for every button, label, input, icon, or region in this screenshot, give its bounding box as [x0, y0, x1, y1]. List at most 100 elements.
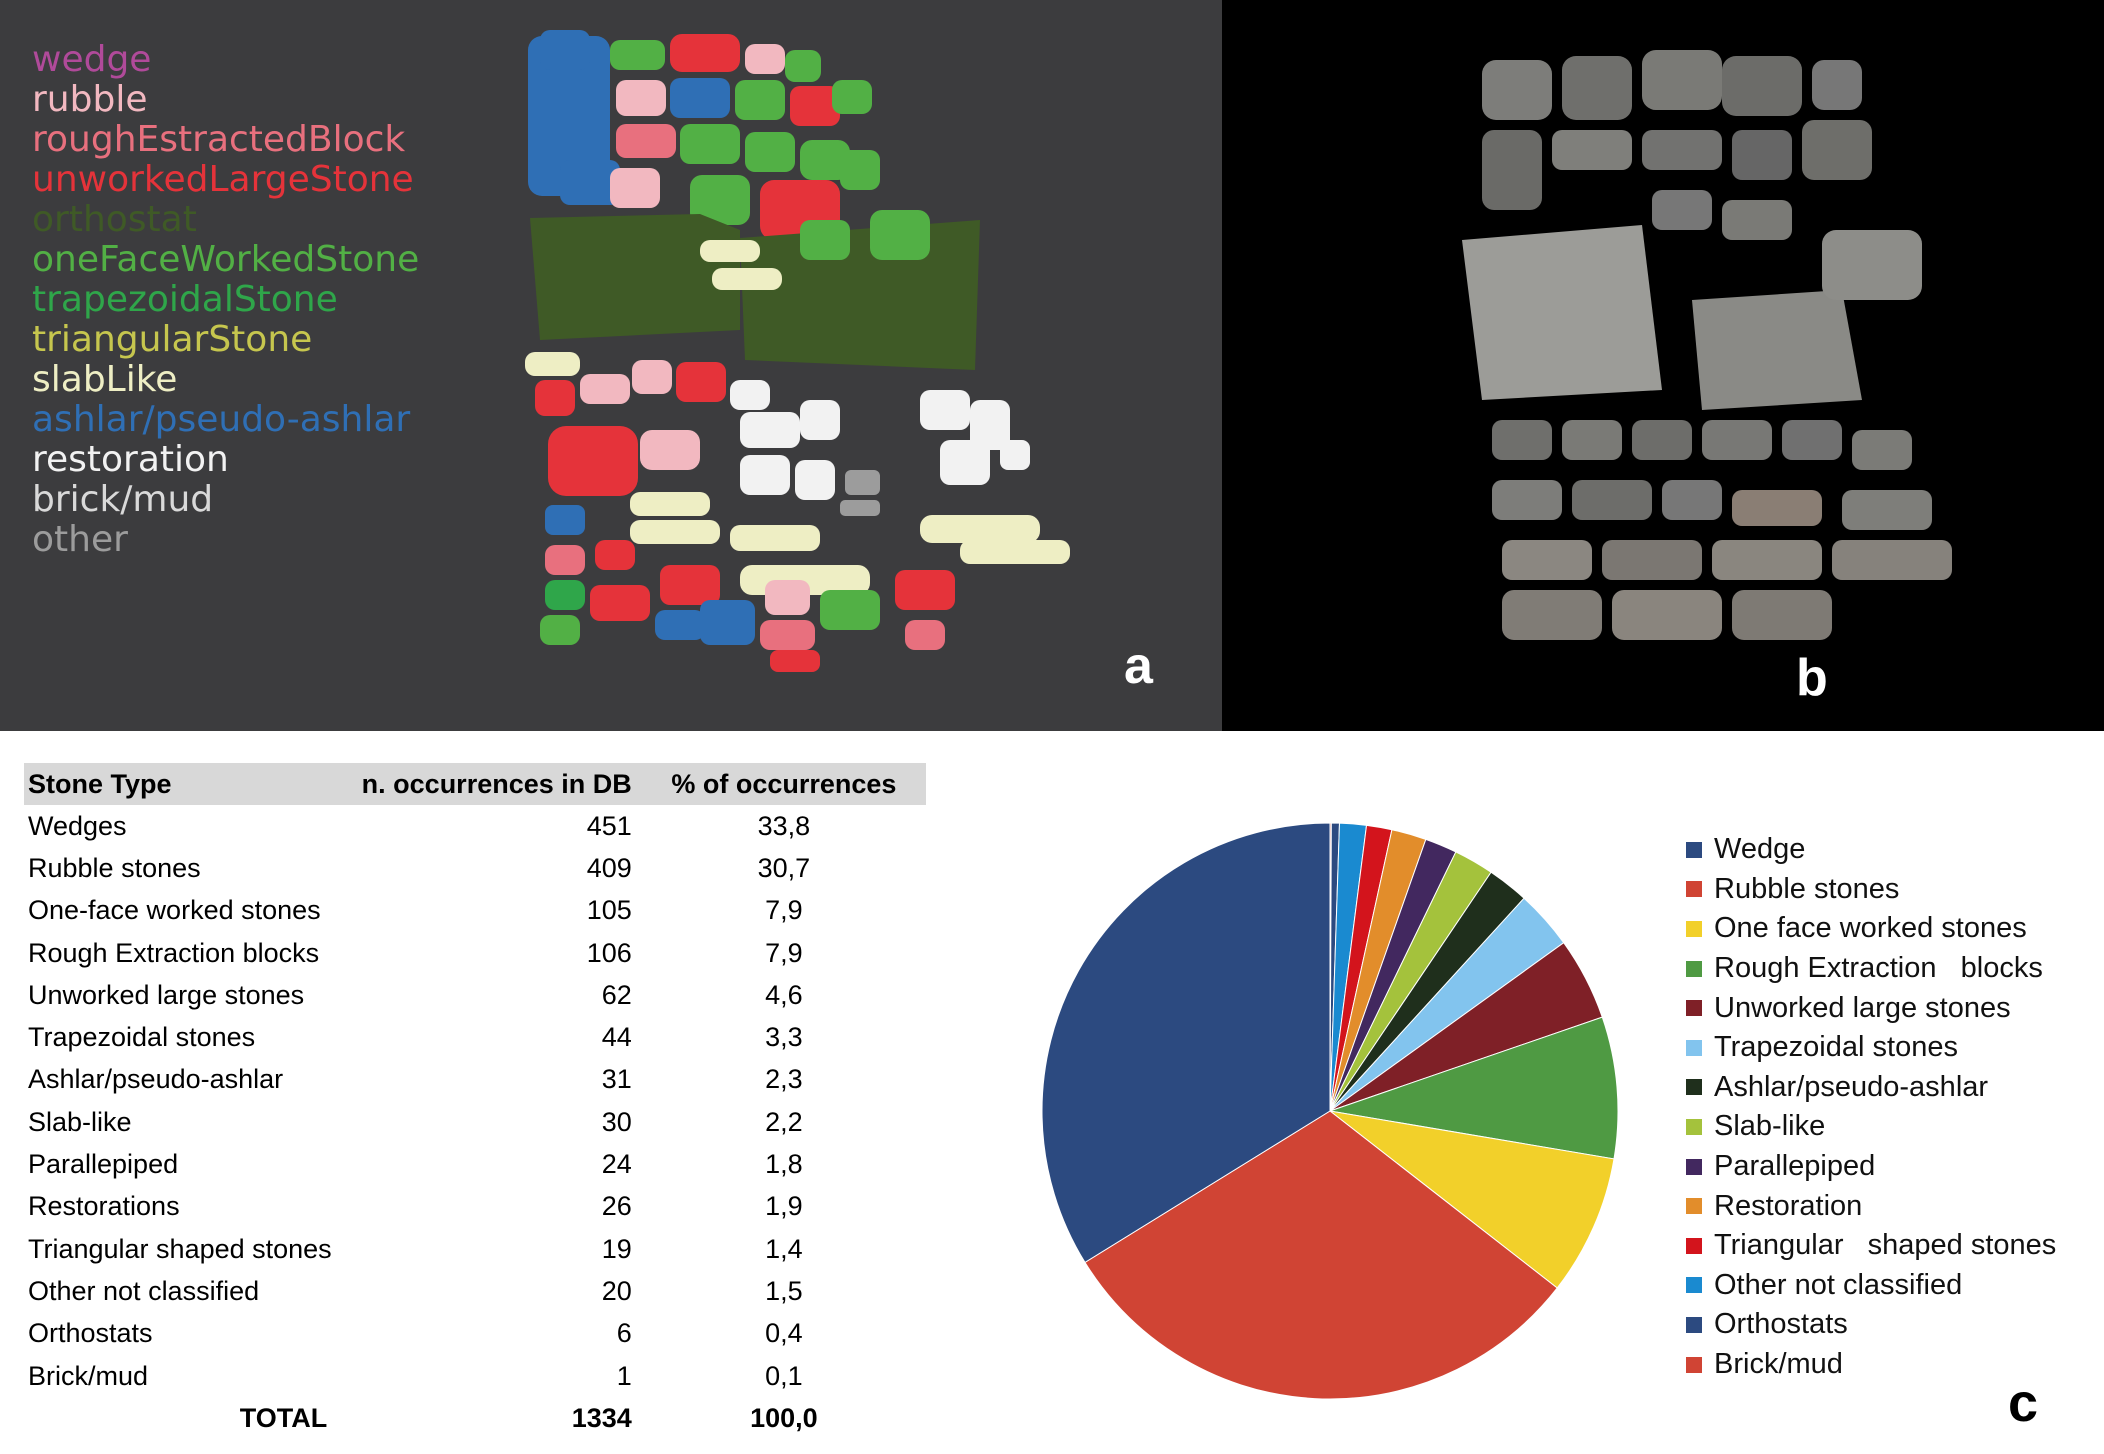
stone-legend-item: oneFaceWorkedStone [32, 239, 420, 280]
pie-legend-item: One face worked stones [1686, 909, 2056, 949]
table-row: Ashlar/pseudo-ashlar 31 2,3 [24, 1059, 926, 1101]
cell-percent: 2,2 [765, 1106, 803, 1137]
cell-percent: 1,5 [765, 1275, 803, 1306]
panel-label-c: c [2008, 1373, 2039, 1433]
cell-percent: 1,4 [765, 1233, 803, 1264]
photo-wall-image [1462, 50, 1952, 640]
stone-legend-item: rubble [32, 79, 148, 120]
cell-occurrences: 19 [601, 1233, 632, 1264]
table-row: Triangular shaped stones 19 1,4 [24, 1228, 926, 1270]
legend-swatch [1686, 1198, 1702, 1215]
stone-legend-item: unworkedLargeStone [32, 159, 414, 200]
annotated-wall-image [525, 30, 1070, 672]
cell-occurrences: 451 [586, 810, 632, 841]
cell-stone-type: Ashlar/pseudo-ashlar [28, 1064, 284, 1095]
cell-stone-type: Orthostats [28, 1318, 153, 1349]
legend-swatch [1686, 1356, 1702, 1373]
pie-legend-item: Restoration [1686, 1186, 2056, 1226]
cell-occurrences: 409 [586, 852, 632, 883]
pie-legend-item: Orthostats [1686, 1305, 2056, 1345]
table-row: One-face worked stones 105 7,9 [24, 890, 926, 932]
pie-slice [1329, 1110, 1615, 1289]
table-row: Parallepiped 24 1,8 [24, 1143, 926, 1185]
cell-total-percent: 100,0 [750, 1402, 818, 1433]
pie-legend-item: Ashlar/pseudo-ashlar [1686, 1068, 2056, 1108]
pie-chart [1041, 822, 1619, 1400]
pie-slice [1041, 822, 1331, 1264]
cell-occurrences: 106 [586, 937, 632, 968]
table-row: Rubble stones 409 30,7 [24, 847, 926, 889]
photo-wall-panel: b [1222, 0, 2104, 731]
cell-stone-type: One-face worked stones [28, 895, 321, 926]
legend-label: Other not classified [1714, 1268, 1963, 1301]
cell-occurrences: 31 [601, 1064, 632, 1095]
legend-label: Triangular shaped stones [1714, 1229, 2057, 1262]
legend-swatch [1686, 960, 1702, 977]
pie-legend-item: Triangular shaped stones [1686, 1226, 2056, 1266]
pie-legend-item: Other not classified [1686, 1266, 2056, 1306]
cell-stone-type: Parallepiped [28, 1149, 179, 1180]
stone-legend-item: triangularStone [32, 319, 313, 360]
cell-stone-type: Wedges [28, 810, 127, 841]
legend-swatch [1686, 1039, 1702, 1056]
legend-label: Unworked large stones [1714, 991, 2011, 1024]
legend-label: Ashlar/pseudo-ashlar [1714, 1070, 1989, 1103]
cell-stone-type: Other not classified [28, 1275, 260, 1306]
legend-label: One face worked stones [1714, 912, 2027, 945]
stone-legend-item: trapezoidalStone [32, 279, 338, 320]
cell-occurrences: 105 [586, 895, 632, 926]
panel-label-a: a [1124, 637, 1153, 695]
legend-label: Rubble stones [1714, 872, 1900, 905]
cell-occurrences: 6 [616, 1318, 632, 1349]
stone-legend-item: restoration [32, 439, 229, 480]
stone-legend-item: orthostat [32, 199, 197, 240]
pie-legend-item: Slab-like [1686, 1107, 2056, 1147]
pie-legend-item: Brick/mud [1686, 1345, 2056, 1385]
cell-percent: 7,9 [765, 895, 803, 926]
table-header-row: Stone Type n. occurrences in DB % of occ… [24, 763, 926, 805]
legend-label: Brick/mud [1714, 1348, 1843, 1381]
pie-legend: Wedge Rubble stones One face worked stones… [1686, 830, 2056, 1384]
cell-percent: 30,7 [757, 852, 811, 883]
cell-occurrences: 24 [601, 1149, 632, 1180]
legend-swatch [1686, 920, 1702, 937]
cell-occurrences: 62 [601, 979, 632, 1010]
table-row: Restorations 26 1,9 [24, 1186, 926, 1228]
cell-occurrences: 20 [601, 1275, 632, 1306]
table-row: Brick/mud 1 0,1 [24, 1355, 926, 1397]
cell-stone-type: Triangular shaped stones [28, 1233, 332, 1264]
legend-swatch [1686, 841, 1702, 858]
table-row: Trapezoidal stones 44 3,3 [24, 1016, 926, 1058]
pie-legend-item: Unworked large stones [1686, 988, 2056, 1028]
cell-percent: 0,1 [765, 1360, 803, 1391]
legend-swatch [1686, 1158, 1702, 1175]
pie-legend-item: Rubble stones [1686, 870, 2056, 910]
pie-slice [1329, 1016, 1619, 1160]
legend-swatch [1686, 1237, 1702, 1254]
table-row: Other not classified 20 1,5 [24, 1270, 926, 1312]
cell-stone-type: Unworked large stones [28, 979, 305, 1010]
cell-total-occurrences: 1334 [571, 1402, 632, 1433]
cell-stone-type: Rubble stones [28, 852, 201, 883]
cell-percent: 7,9 [765, 937, 803, 968]
legend-label: Restoration [1714, 1189, 1863, 1222]
cell-percent: 2,3 [765, 1064, 803, 1095]
pie-legend-item: Trapezoidal stones [1686, 1028, 2056, 1068]
stone-type-table: Stone Type n. occurrences in DB % of occ… [24, 763, 926, 1439]
table-row: Wedges 451 33,8 [24, 805, 926, 847]
stone-legend-item: roughEstractedBlock [32, 119, 406, 160]
legend-label: Slab-like [1714, 1110, 1826, 1143]
stone-legend-item: brick/mud [32, 479, 214, 520]
legend-label: Parallepiped [1714, 1150, 1876, 1183]
column-header-occurrences: n. occurrences in DB [337, 763, 642, 805]
panel-label-b: b [1796, 649, 1828, 707]
pie-legend-item: Wedge [1686, 830, 2056, 870]
annotated-wall-panel: wedge rubble roughEstractedBlock unworkedLa… [0, 0, 1222, 731]
cell-stone-type: Restorations [28, 1191, 180, 1222]
legend-label: Orthostats [1714, 1308, 1848, 1341]
pie-slice [1084, 1110, 1558, 1400]
table-row: Slab-like 30 2,2 [24, 1101, 926, 1143]
stone-legend-item: wedge [32, 39, 152, 80]
stone-legend-item: other [32, 519, 128, 560]
pie-legend-item: Rough Extraction blocks [1686, 949, 2056, 989]
